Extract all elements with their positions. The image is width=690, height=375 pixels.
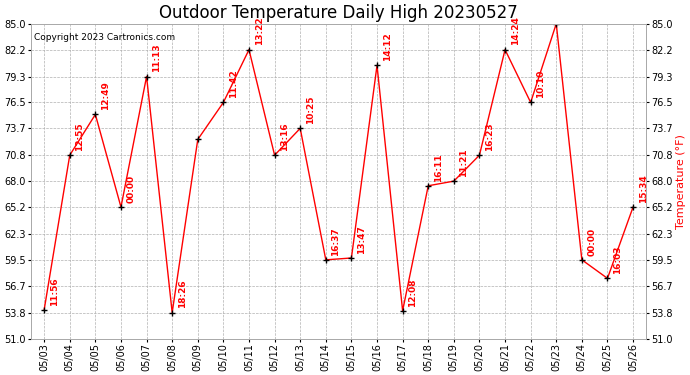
Text: 12:08: 12:08 bbox=[408, 278, 417, 307]
Text: 12:55: 12:55 bbox=[75, 122, 84, 151]
Text: 11:13: 11:13 bbox=[152, 44, 161, 72]
Text: 10:25: 10:25 bbox=[306, 96, 315, 124]
Text: 14:24: 14:24 bbox=[511, 16, 520, 45]
Text: 11:56: 11:56 bbox=[50, 277, 59, 306]
Text: 12:49: 12:49 bbox=[101, 81, 110, 110]
Text: 13:16: 13:16 bbox=[280, 122, 289, 151]
Text: 13:47: 13:47 bbox=[357, 225, 366, 254]
Text: 16:37: 16:37 bbox=[331, 227, 340, 256]
Text: 16:23: 16:23 bbox=[485, 122, 494, 151]
Text: 14:12: 14:12 bbox=[382, 33, 391, 61]
Text: 11:21: 11:21 bbox=[460, 148, 469, 177]
Text: 00:00: 00:00 bbox=[126, 175, 135, 203]
Title: Outdoor Temperature Daily High 20230527: Outdoor Temperature Daily High 20230527 bbox=[159, 4, 518, 22]
Text: 15:34: 15:34 bbox=[639, 174, 648, 203]
Text: 16:03: 16:03 bbox=[613, 246, 622, 274]
Text: 10:10: 10:10 bbox=[536, 70, 545, 98]
Text: 16:11: 16:11 bbox=[434, 153, 443, 182]
Text: 11:42: 11:42 bbox=[229, 69, 238, 98]
Text: Copyright 2023 Cartronics.com: Copyright 2023 Cartronics.com bbox=[34, 33, 175, 42]
Y-axis label: Temperature (°F): Temperature (°F) bbox=[676, 134, 686, 229]
Text: 00:00: 00:00 bbox=[587, 228, 596, 256]
Text: 13:22: 13:22 bbox=[255, 17, 264, 45]
Text: 18:26: 18:26 bbox=[178, 280, 187, 309]
